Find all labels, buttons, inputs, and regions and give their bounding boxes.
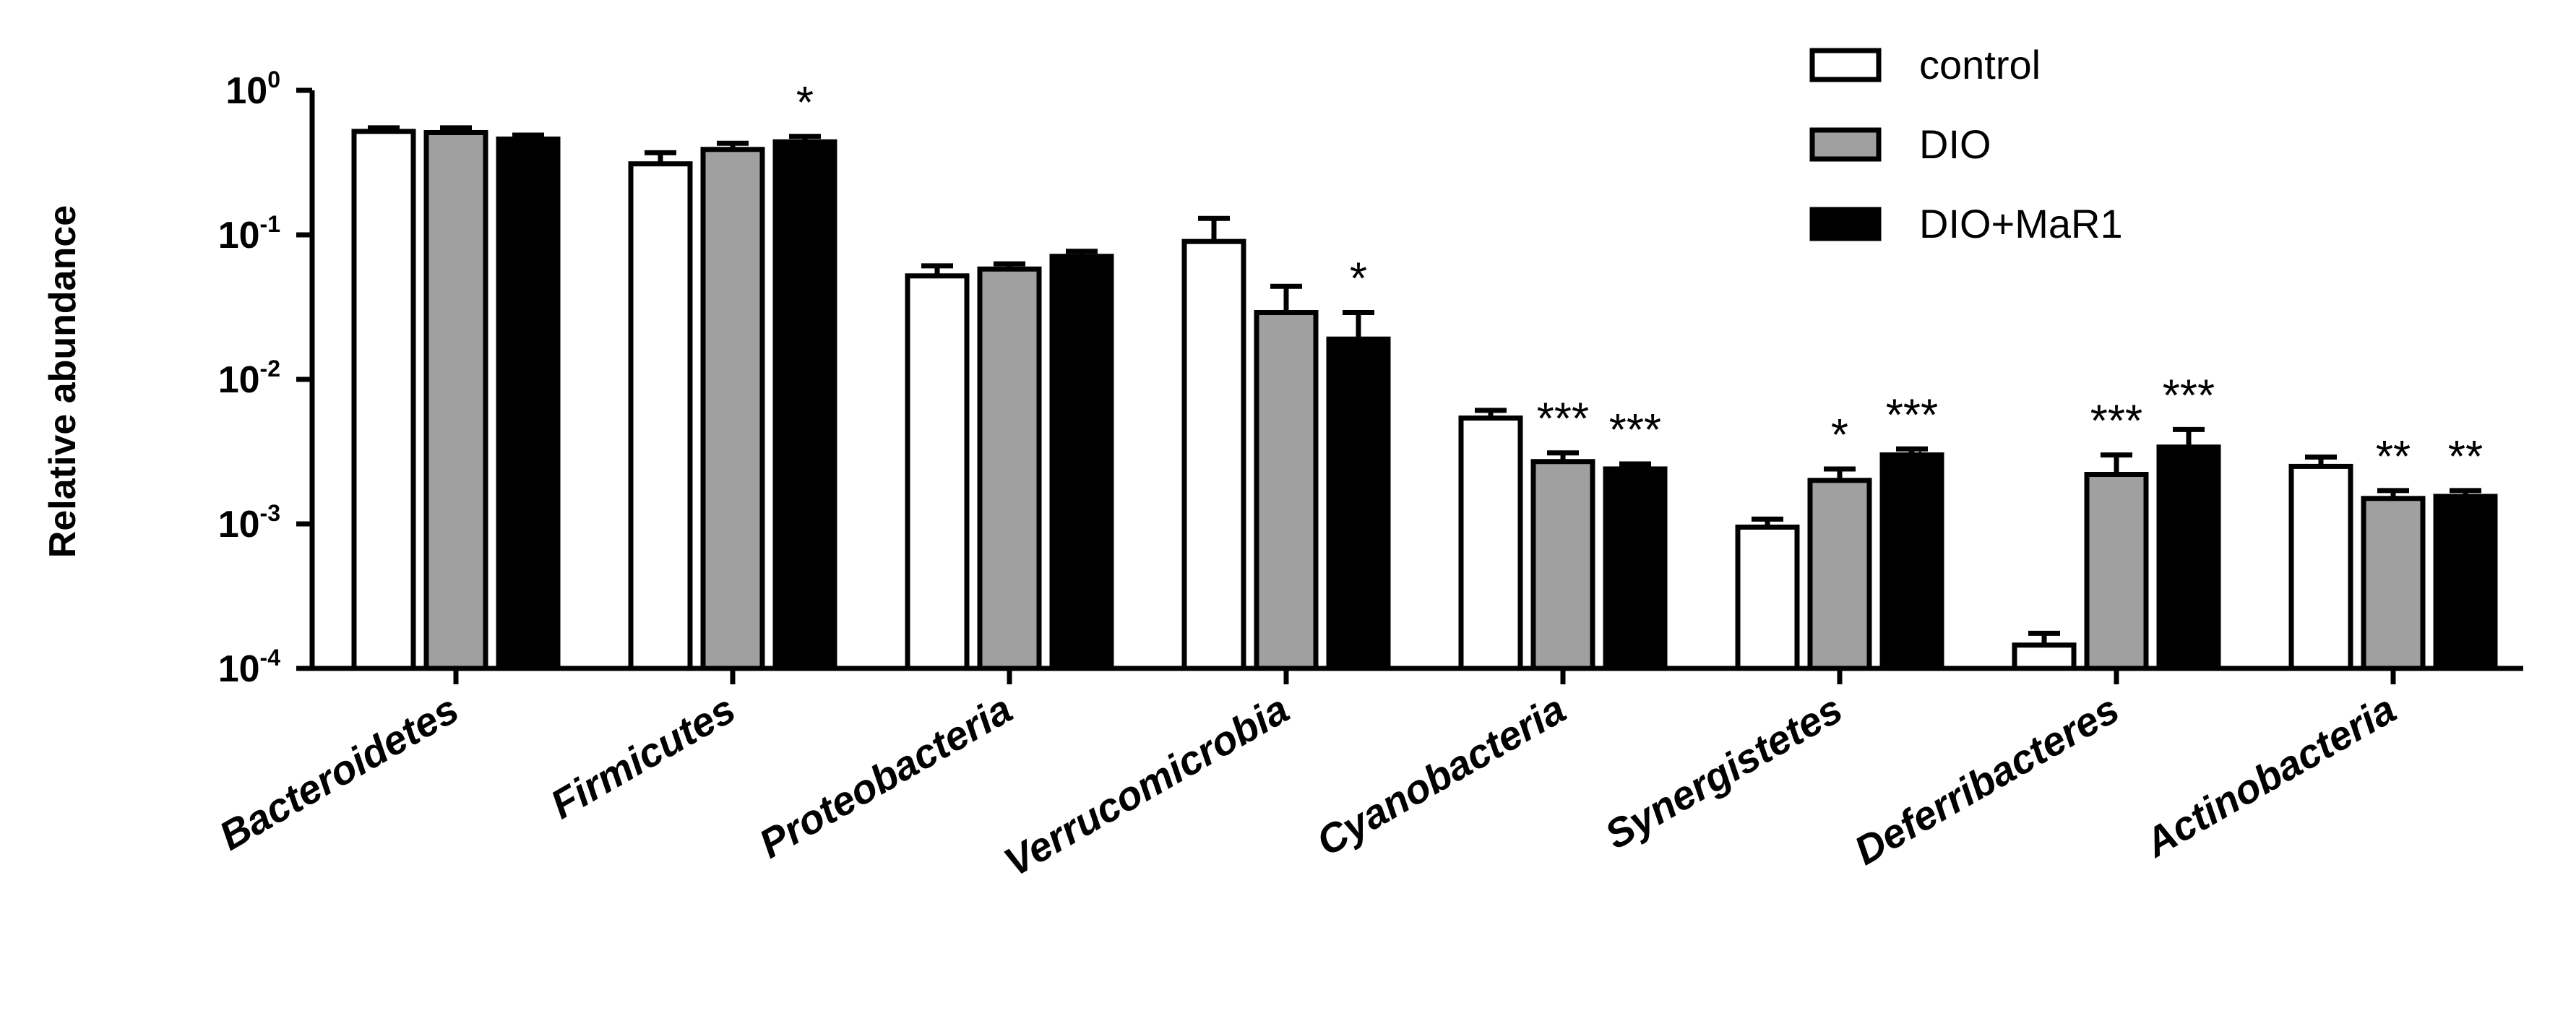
x-category-label: Firmicutes bbox=[543, 686, 743, 827]
x-category-label: Deferribacteres bbox=[1847, 686, 2127, 874]
x-category-label: Proteobacteria bbox=[751, 686, 1020, 867]
bar-dio-deferribacteres bbox=[2084, 472, 2149, 671]
bar-control-proteobacteria bbox=[905, 273, 970, 671]
significance-hash: # bbox=[1900, 442, 1925, 492]
bar-dio-synergistetes bbox=[1807, 478, 1872, 671]
y-tick-label: 10-4 bbox=[218, 645, 281, 690]
legend-label: DIO bbox=[1919, 121, 1991, 167]
bar-dio-mar1-proteobacteria bbox=[1049, 254, 1114, 671]
legend-swatch-dio bbox=[1809, 127, 1882, 162]
bar-dio-mar1-bacteroidetes bbox=[496, 136, 561, 671]
significance-stars: ** bbox=[2376, 432, 2411, 482]
significance-stars: *** bbox=[1609, 405, 1661, 455]
annotations: ***** *** * ***#******** ** bbox=[796, 78, 2483, 493]
bar-control-synergistetes bbox=[1735, 524, 1800, 671]
legend-swatch-control bbox=[1809, 48, 1882, 82]
bar-control-firmicutes bbox=[628, 161, 693, 671]
bar-control-cyanobacteria bbox=[1458, 416, 1523, 671]
significance-stars: * bbox=[1831, 410, 1848, 460]
x-category-label: Synergistetes bbox=[1597, 686, 1850, 858]
bars bbox=[351, 125, 2498, 671]
bar-dio-mar1-cyanobacteria bbox=[1603, 466, 1668, 671]
bar-dio-firmicutes bbox=[700, 147, 765, 671]
bar-control-actinobacteria bbox=[2288, 463, 2353, 671]
x-category-label: Actinobacteria bbox=[2136, 686, 2403, 866]
significance-stars: *** bbox=[2090, 397, 2142, 447]
bar-control-verrucomicrobia bbox=[1181, 238, 1246, 671]
y-tick-label: 10-2 bbox=[218, 356, 280, 401]
bar-dio-bacteroidetes bbox=[423, 129, 488, 671]
legend-label: DIO+MaR1 bbox=[1919, 201, 2123, 246]
y-tick-label: 10-3 bbox=[218, 500, 280, 546]
bar-dio-proteobacteria bbox=[977, 266, 1042, 671]
x-category-label: Verrucomicrobia bbox=[996, 686, 1296, 885]
bar-dio-mar1-firmicutes bbox=[772, 139, 837, 671]
bar-control-deferribacteres bbox=[2012, 642, 2077, 671]
legend-swatch-dio-mar1 bbox=[1809, 207, 1882, 241]
bar-dio-cyanobacteria bbox=[1530, 459, 1595, 671]
bar-dio-mar1-actinobacteria bbox=[2433, 494, 2498, 671]
significance-stars: *** bbox=[1537, 395, 1589, 444]
significance-stars: *** bbox=[2163, 371, 2215, 421]
bar-dio-actinobacteria bbox=[2361, 496, 2426, 671]
significance-stars: *** bbox=[1886, 390, 1938, 440]
bar-dio-mar1-verrucomicrobia bbox=[1326, 336, 1391, 671]
y-axis-title: Relative abundance bbox=[42, 205, 84, 558]
bar-dio-mar1-deferribacteres bbox=[2156, 444, 2221, 671]
legend-label: control bbox=[1919, 42, 2041, 87]
bar-control-bacteroidetes bbox=[351, 129, 416, 671]
legend: control DIO DIO+MaR1 bbox=[1809, 42, 2123, 246]
y-tick-label: 100 bbox=[225, 66, 280, 112]
y-tick-label: 10-1 bbox=[218, 211, 280, 257]
bar-dio-mar1-synergistetes bbox=[1879, 452, 1944, 671]
x-category-label: Cyanobacteria bbox=[1309, 686, 1573, 865]
x-category-label: Bacteroidetes bbox=[212, 686, 466, 859]
significance-stars: * bbox=[1350, 254, 1367, 304]
significance-stars: * bbox=[796, 78, 814, 128]
bar-dio-verrucomicrobia bbox=[1254, 310, 1319, 671]
significance-stars: ** bbox=[2448, 432, 2483, 482]
